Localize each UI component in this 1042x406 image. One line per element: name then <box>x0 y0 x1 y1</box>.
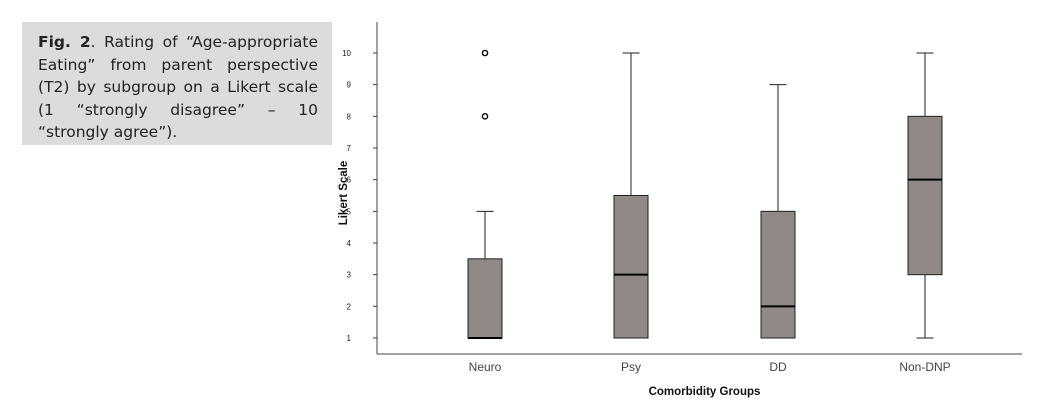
x-category-label: Non-DNP <box>899 360 950 374</box>
chart-axes <box>376 22 1022 355</box>
box-psy <box>613 52 649 339</box>
y-tick-label: 6 <box>347 176 352 185</box>
figure-caption-text: . Rating of “Age-appropriate Eating” fro… <box>38 33 318 141</box>
figure-caption: Fig. 2. Rating of “Age-appropriate Eatin… <box>22 22 332 145</box>
box-iqr <box>760 210 796 339</box>
outlier-point <box>481 49 489 57</box>
x-category-label: Psy <box>621 360 641 374</box>
box-iqr <box>613 195 649 339</box>
box-neuro <box>467 49 503 339</box>
box-iqr <box>467 258 503 339</box>
box-non-dnp <box>907 52 943 339</box>
y-tick-label: 2 <box>347 302 352 311</box>
y-axis-ticks: 1 2 3 4 5 6 7 8 9 10 <box>342 49 377 343</box>
outlier-point <box>481 113 489 120</box>
figure-label: Fig. 2 <box>38 33 91 51</box>
boxplot-series <box>467 49 943 339</box>
x-axis-title: Comorbidity Groups <box>649 386 761 398</box>
y-tick-label: 1 <box>347 334 352 343</box>
y-tick-label: 4 <box>347 239 352 248</box>
y-tick-label: 3 <box>347 271 352 280</box>
x-axis-categories: Neuro Psy DD Non-DNP <box>469 360 951 374</box>
y-tick-label: 9 <box>347 81 352 90</box>
y-tick-label: 10 <box>342 49 351 58</box>
x-category-label: DD <box>769 360 787 374</box>
y-tick-label: 7 <box>347 144 352 153</box>
box-dd <box>760 84 796 339</box>
box-iqr <box>907 115 943 276</box>
y-tick-label: 5 <box>347 207 352 216</box>
y-tick-label: 8 <box>347 112 352 121</box>
y-axis-title: Likert Scale <box>338 161 350 226</box>
x-category-label: Neuro <box>469 360 502 374</box>
